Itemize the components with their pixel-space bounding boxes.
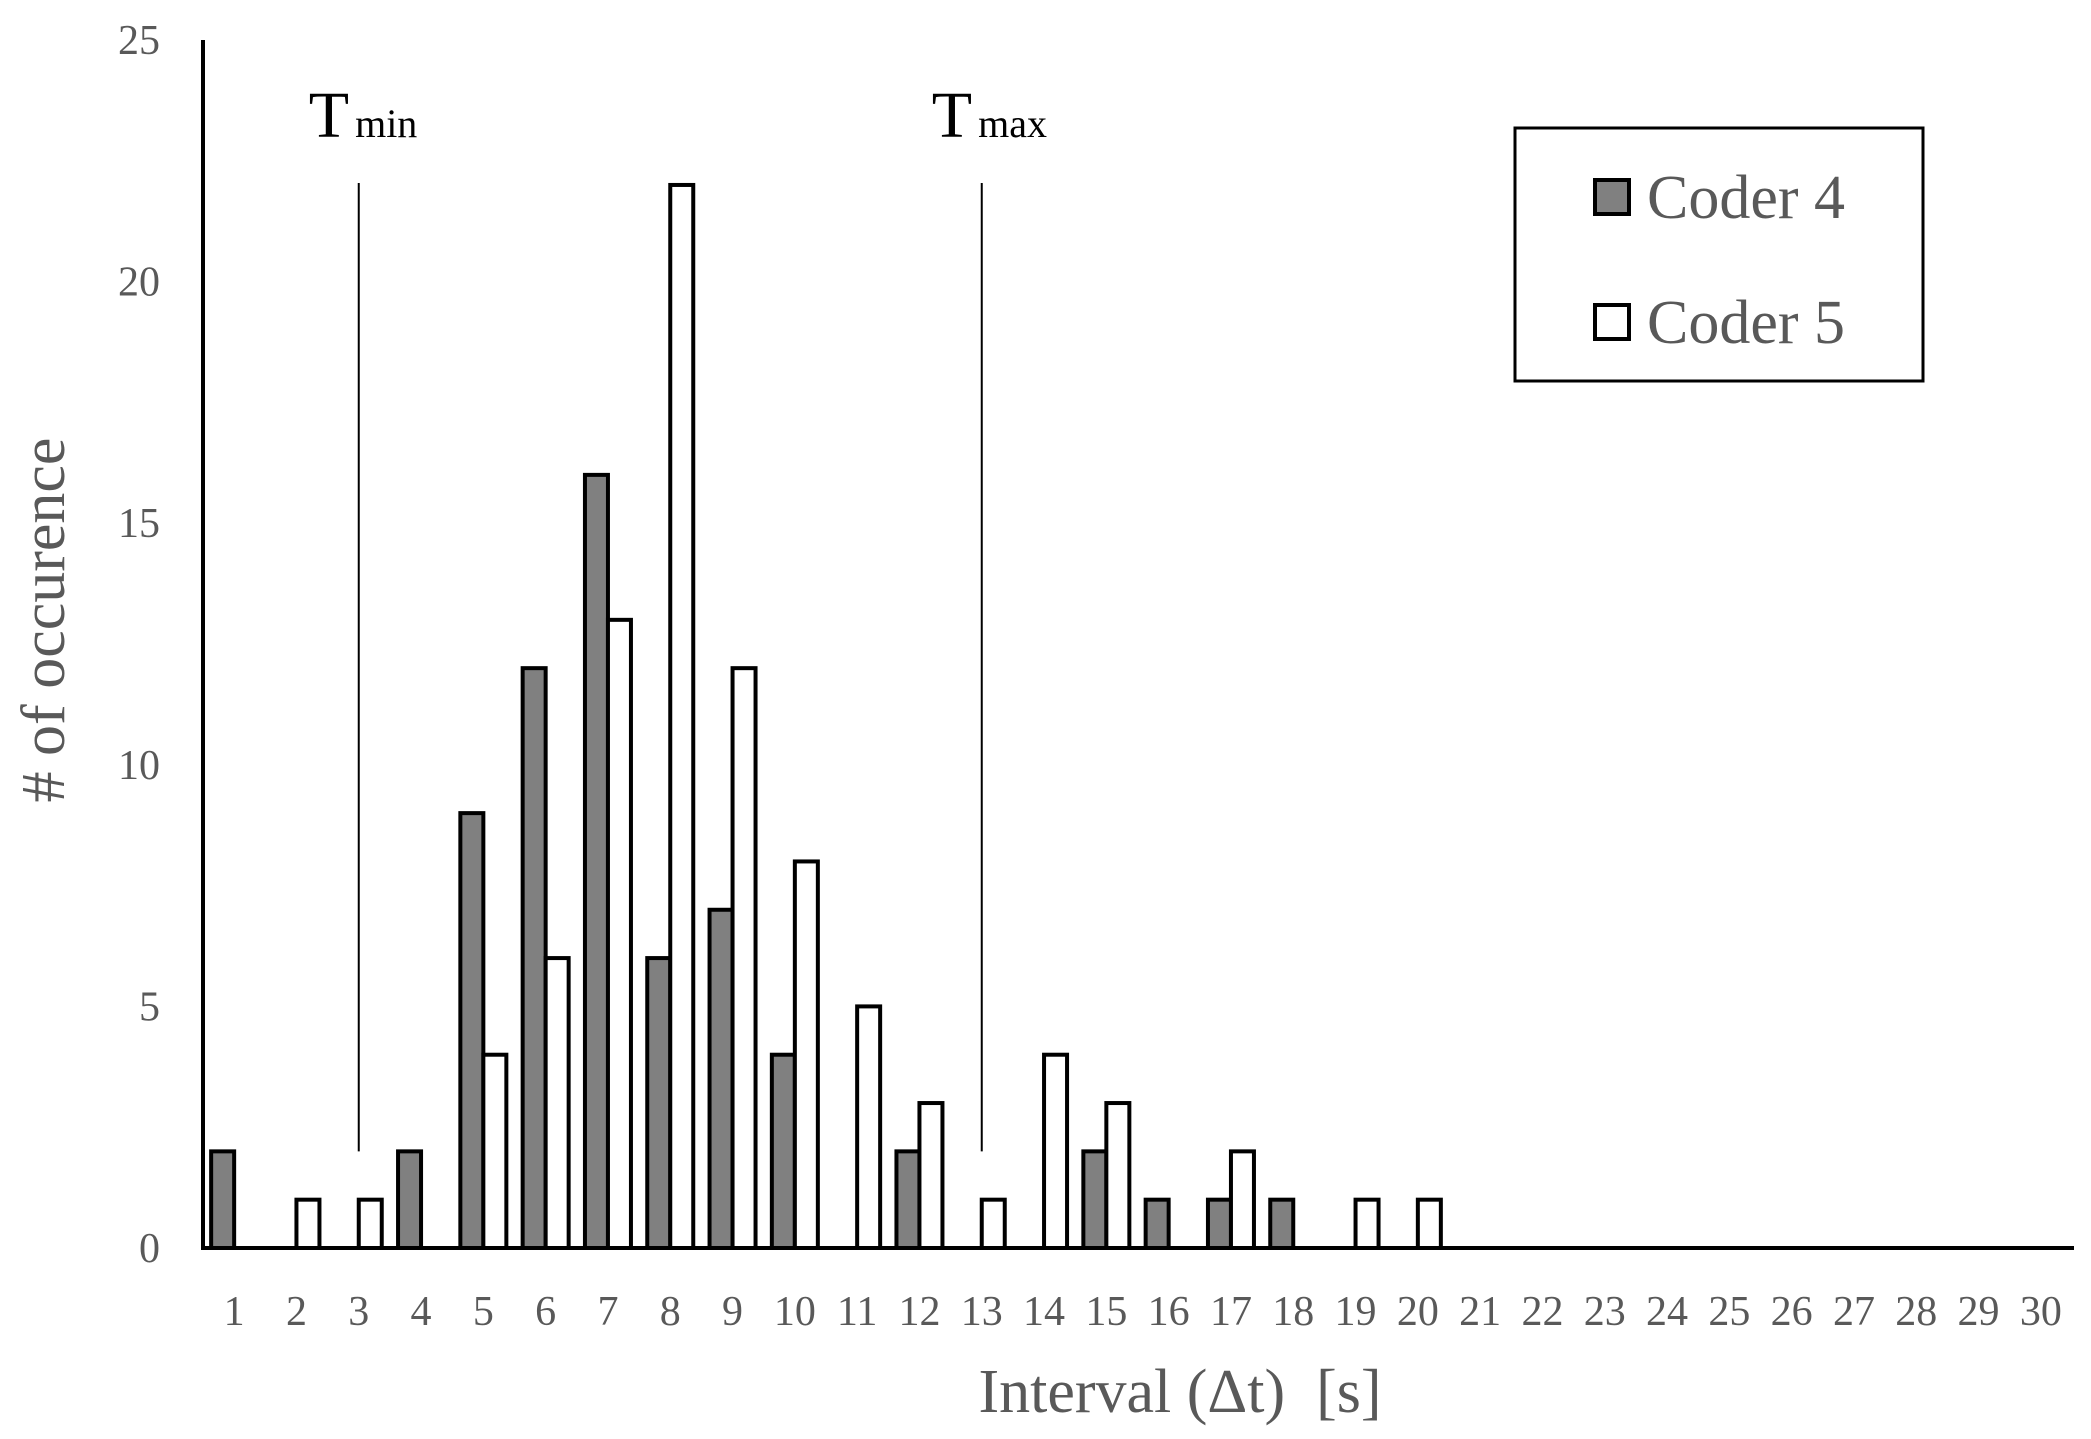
x-tick-label: 28 [1895, 1289, 1937, 1335]
x-tick-label: 19 [1335, 1289, 1377, 1335]
bar-coder-5 [730, 666, 758, 1250]
y-tick-label: 5 [139, 984, 160, 1030]
bar-coder-5 [543, 956, 571, 1251]
bar-coder-5 [1228, 1149, 1256, 1250]
legend: Coder 4 Coder 5 [1513, 126, 1925, 383]
threshold-subscript: min [355, 101, 417, 146]
y-tick-label: 0 [139, 1226, 160, 1272]
bar-coder-4 [1205, 1197, 1233, 1251]
x-tick-label: 29 [1958, 1289, 2000, 1335]
x-tick-label: 12 [898, 1289, 940, 1335]
x-tick-label: 6 [535, 1289, 556, 1335]
x-tick-label: 1 [224, 1289, 245, 1335]
x-tick-label: 20 [1397, 1289, 1439, 1335]
x-tick-label: 22 [1521, 1289, 1563, 1335]
bar-coder-5 [1415, 1197, 1443, 1251]
x-tick-label: 14 [1023, 1289, 1065, 1335]
y-tick-label: 10 [118, 743, 160, 789]
x-tick-label: 4 [411, 1289, 432, 1335]
bar-coder-4 [1081, 1149, 1109, 1250]
bar-coder-5 [1104, 1101, 1132, 1251]
x-tick-label: 27 [1833, 1289, 1875, 1335]
x-tick-label: 17 [1210, 1289, 1252, 1335]
legend-label-coder-5: Coder 5 [1647, 289, 1845, 357]
x-tick-label: 23 [1584, 1289, 1626, 1335]
bar-coder-4 [209, 1149, 237, 1250]
x-tick-label: 11 [837, 1289, 877, 1335]
y-axis-ticks: 0 5 10 15 20 25 [118, 18, 160, 1272]
x-tick-label: 16 [1148, 1289, 1190, 1335]
bar-coder-5 [855, 1004, 883, 1251]
x-tick-label: 9 [722, 1289, 743, 1335]
bar-coder-4 [458, 811, 486, 1250]
x-axis-title: Interval (Δt) [s] [978, 1358, 1381, 1426]
bars [209, 182, 1443, 1251]
bar-coder-4 [582, 472, 610, 1250]
bar-coder-4 [520, 666, 548, 1250]
bar-coder-5 [605, 617, 633, 1250]
x-tick-label: 8 [660, 1289, 681, 1335]
bar-coder-5 [792, 859, 820, 1250]
legend-label-coder-4: Coder 4 [1647, 164, 1845, 232]
y-tick-label: 25 [118, 18, 160, 64]
legend-swatch-coder-5 [1593, 303, 1631, 341]
x-tick-label: 26 [1771, 1289, 1813, 1335]
x-tick-label: 7 [597, 1289, 618, 1335]
y-tick-label: 20 [118, 260, 160, 306]
bar-coder-5 [1042, 1052, 1070, 1250]
bar-coder-4 [645, 956, 673, 1251]
bar-coder-5 [481, 1052, 509, 1250]
bar-coder-5 [356, 1197, 384, 1251]
x-tick-label: 10 [774, 1289, 816, 1335]
x-tick-label: 2 [286, 1289, 307, 1335]
bar-coder-4 [396, 1149, 424, 1250]
x-tick-label: 13 [961, 1289, 1003, 1335]
x-tick-label: 25 [1708, 1289, 1750, 1335]
bar-coder-5 [1353, 1197, 1381, 1251]
y-tick-label: 15 [118, 501, 160, 547]
x-axis-ticks: 1 2 3 4 5 6 7 8 9 10 11 12 13 14 15 16 17 18 19 20 21 22 23 24 2… [224, 1289, 2062, 1335]
x-tick-label: 3 [348, 1289, 369, 1335]
bar-coder-4 [769, 1052, 797, 1250]
bar-coder-5 [294, 1197, 322, 1251]
bar-coder-4 [1268, 1197, 1296, 1251]
bar-coder-4 [707, 907, 735, 1250]
legend-box [1513, 126, 1925, 383]
x-tick-label: 5 [473, 1289, 494, 1335]
x-tick-label: 15 [1085, 1289, 1127, 1335]
y-axis-title: # of occurence [10, 438, 78, 803]
bar-coder-5 [917, 1101, 945, 1251]
legend-swatch-coder-4 [1593, 178, 1631, 216]
bar-coder-4 [1143, 1197, 1171, 1251]
bar-coder-5 [979, 1197, 1007, 1251]
bar-coder-5 [668, 182, 696, 1251]
x-tick-label: 24 [1646, 1289, 1688, 1335]
x-tick-label: 21 [1459, 1289, 1501, 1335]
bar-coder-4 [894, 1149, 922, 1250]
x-tick-label: 18 [1272, 1289, 1314, 1335]
x-tick-label: 30 [2020, 1289, 2062, 1335]
threshold-subscript: max [978, 101, 1047, 146]
